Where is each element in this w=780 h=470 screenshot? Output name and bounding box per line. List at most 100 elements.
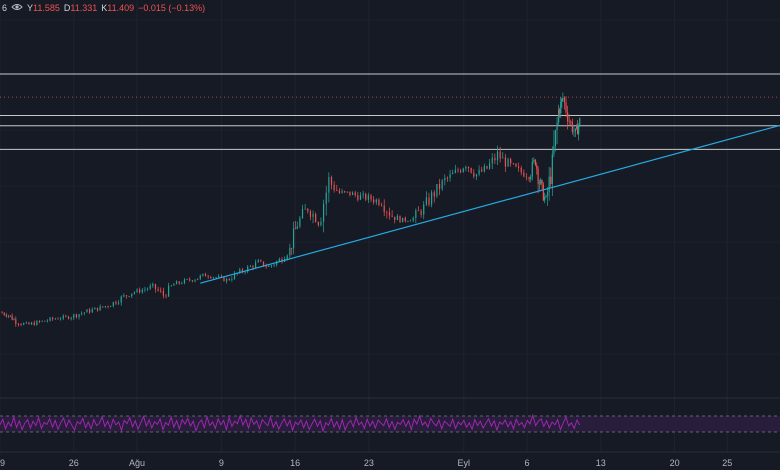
candle-body-14 xyxy=(33,322,35,326)
candle-body-105 xyxy=(273,264,275,266)
candle-body-214 xyxy=(544,196,546,201)
candle-body-160 xyxy=(415,210,417,218)
candle-body-43 xyxy=(110,306,112,307)
candle-body-181 xyxy=(470,167,472,173)
candle-body-92 xyxy=(239,269,241,274)
close-label: K xyxy=(101,3,108,13)
candle-body-219 xyxy=(551,154,553,184)
candle-body-124 xyxy=(320,221,322,226)
candle-body-78 xyxy=(202,273,204,276)
candle-body-202 xyxy=(525,176,528,178)
candle-body-82 xyxy=(212,277,215,279)
candle-body-194 xyxy=(504,157,507,167)
candle-body-85 xyxy=(220,276,222,277)
candle-body-211 xyxy=(540,179,542,184)
candle-body-162 xyxy=(420,210,422,215)
candle-body-141 xyxy=(365,193,367,200)
candle-body-157 xyxy=(407,221,409,222)
candle-body-161 xyxy=(417,210,420,212)
candle-body-177 xyxy=(460,170,462,172)
candle-body-36 xyxy=(91,309,93,313)
candle-body-166 xyxy=(431,192,433,205)
rsi-line xyxy=(0,413,581,433)
candle-body-206 xyxy=(533,159,535,162)
candle-body-63 xyxy=(162,291,164,296)
candle-body-103 xyxy=(268,266,270,268)
candle-body-9 xyxy=(20,324,22,325)
candle-body-133 xyxy=(344,191,346,192)
candle-body-222 xyxy=(556,122,558,130)
candle-body-216 xyxy=(546,192,549,196)
candle-body-100 xyxy=(260,260,262,262)
candle-body-46 xyxy=(117,302,120,304)
candle-body-49 xyxy=(125,295,128,297)
candle-body-112 xyxy=(291,247,293,249)
candle-body-94 xyxy=(244,271,246,273)
candle-body-97 xyxy=(252,266,254,268)
candle-body-171 xyxy=(444,177,446,181)
candle-body-35 xyxy=(88,309,91,313)
candle-body-227 xyxy=(562,97,564,99)
candle-body-2 xyxy=(5,314,7,317)
trendline-layer[interactable] xyxy=(200,124,780,284)
candle-body-34 xyxy=(86,309,88,313)
candle-body-38 xyxy=(96,307,99,311)
candle-body-86 xyxy=(223,276,225,282)
candle-body-148 xyxy=(383,205,385,213)
candle-body-205 xyxy=(531,161,533,177)
change-value: −0.015 (−0.13%) xyxy=(138,3,206,13)
candle-body-74 xyxy=(191,280,193,282)
candle-body-153 xyxy=(396,215,398,221)
candle-body-106 xyxy=(276,261,278,265)
candle-body-149 xyxy=(386,212,388,213)
candle-body-77 xyxy=(199,275,201,279)
x-tick-label-5: 23 xyxy=(364,458,374,468)
candle-body-230 xyxy=(567,112,569,122)
candle-body-192 xyxy=(499,151,501,159)
candle-body-42 xyxy=(107,306,109,308)
candle-body-200 xyxy=(520,167,522,173)
candle-body-158 xyxy=(409,220,412,222)
candle-body-136 xyxy=(351,192,354,196)
candle-body-66 xyxy=(170,285,172,287)
horizontal-levels[interactable] xyxy=(0,73,780,150)
candle-body-123 xyxy=(317,222,319,226)
candle-body-67 xyxy=(173,284,175,286)
time-axis: 19 26 Ağu 9 16 23 Eyl 6 13 20 25 xyxy=(0,458,732,468)
candle-body-142 xyxy=(367,195,369,200)
candle-body-217 xyxy=(548,176,550,193)
candle-body-212 xyxy=(541,179,543,185)
candle-body-218 xyxy=(550,176,552,184)
candle-body-232 xyxy=(570,121,572,123)
trendline[interactable] xyxy=(200,124,780,284)
candle-body-88 xyxy=(228,279,230,280)
candle-body-128 xyxy=(330,177,333,185)
candle-body-89 xyxy=(231,279,233,280)
candle-body-107 xyxy=(278,259,280,262)
candle-body-73 xyxy=(189,279,191,281)
candle-body-163 xyxy=(423,204,425,215)
candle-body-165 xyxy=(428,197,430,205)
candle-body-223 xyxy=(558,109,560,123)
candle-body-83 xyxy=(215,277,217,279)
candle-body-220 xyxy=(553,145,555,155)
candle-body-167 xyxy=(433,192,435,197)
candle-body-22 xyxy=(54,318,56,320)
symbol-fragment[interactable]: 6 xyxy=(2,3,8,13)
candle-body-95 xyxy=(247,266,249,272)
x-tick-label-3: 9 xyxy=(219,458,224,468)
eye-icon[interactable] xyxy=(11,3,23,13)
candle-body-175 xyxy=(454,169,456,173)
candle-body-191 xyxy=(496,151,499,161)
low-value: 11.331 xyxy=(70,3,98,13)
candle-body-0 xyxy=(1,312,3,314)
candle-body-210 xyxy=(538,183,541,185)
candle-body-234 xyxy=(573,131,575,133)
x-tick-label-1: 26 xyxy=(69,458,79,468)
candle-body-111 xyxy=(289,247,291,256)
candle-body-110 xyxy=(286,255,288,259)
candle-body-190 xyxy=(494,157,496,161)
candle-body-15 xyxy=(36,320,38,326)
